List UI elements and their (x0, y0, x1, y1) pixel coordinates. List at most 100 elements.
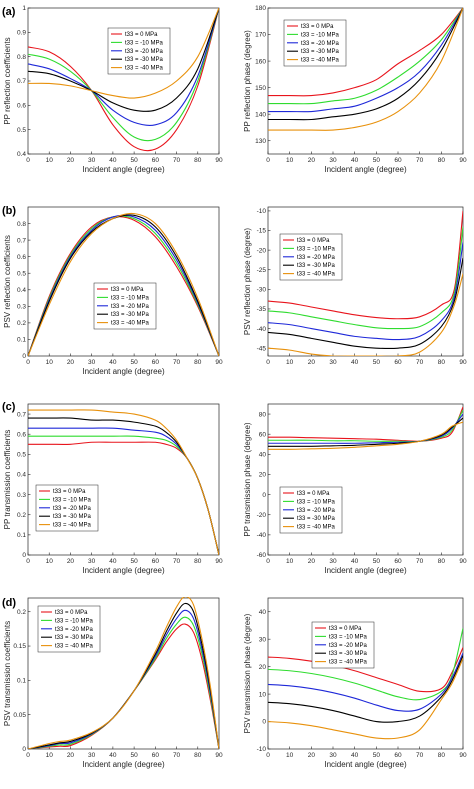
series-line-3 (28, 602, 219, 749)
y-tick-label: -40 (257, 326, 267, 333)
y-axis-label: PP reflection phase (degree) (243, 30, 252, 132)
x-tick-label: 30 (88, 752, 96, 759)
series-line-4 (28, 212, 219, 356)
panel-1: 0 10 20 30 40 50 60 70 80 90 130 140 150 160 170 180 Inc… (243, 5, 467, 174)
series-line-4 (28, 597, 219, 749)
legend: t33 = 0 MPa t33 = -10 MPa t33 = -20 MPa t33… (93, 282, 157, 330)
x-tick-label: 10 (286, 752, 294, 759)
x-tick-label: 40 (109, 157, 117, 164)
legend-entry: t33 = -20 MPa (329, 643, 368, 649)
x-tick-label: 40 (351, 157, 359, 164)
x-tick-label: 30 (88, 359, 96, 366)
x-tick-label: 90 (215, 558, 223, 565)
x-tick-label: 20 (308, 157, 316, 164)
x-tick-label: 50 (130, 558, 138, 565)
x-tick-label: 60 (152, 558, 160, 565)
legend-entry: t33 = -40 MPa (301, 58, 340, 64)
legend-entry: t33 = -20 MPa (301, 41, 340, 47)
x-tick-label: 30 (88, 157, 96, 164)
y-tick-label: 150 (255, 85, 266, 92)
series-line-0 (268, 7, 463, 97)
legend-entry: t33 = 0 MPa (297, 491, 330, 497)
x-tick-label: 50 (373, 558, 381, 565)
x-tick-label: 70 (173, 752, 181, 759)
x-axis-label: Incident angle (degree) (324, 566, 407, 575)
y-tick-label: -35 (257, 306, 267, 313)
legend-entry: t33 = -20 MPa (53, 506, 92, 512)
x-tick-label: 10 (286, 359, 294, 366)
x-tick-label: 0 (26, 157, 30, 164)
panel-7: 0 10 20 30 40 50 60 70 80 90-10010203040Incident … (243, 597, 467, 769)
y-tick-label: 170 (255, 32, 266, 39)
y-tick-label: 0.05 (13, 712, 26, 719)
x-tick-label: 80 (438, 558, 446, 565)
y-axis-label: PSV reflection coefficients (3, 235, 12, 328)
plot-frame (27, 403, 220, 556)
y-tick-label: 0.1 (17, 532, 26, 539)
legend-entry: t33 = -40 MPa (329, 660, 368, 666)
x-tick-label: 70 (173, 359, 181, 366)
y-tick-label: 0.4 (17, 151, 26, 158)
legend-entry: t33 = -40 MPa (111, 321, 150, 327)
y-tick-label: 130 (255, 138, 266, 145)
y-tick-label: 0.2 (17, 320, 26, 327)
row-label-d: (d) (2, 597, 16, 609)
y-tick-label: 0.6 (17, 254, 26, 261)
x-tick-label: 40 (351, 752, 359, 759)
x-axis-label: Incident angle (degree) (82, 165, 165, 174)
y-tick-label: -20 (257, 512, 267, 519)
x-tick-label: 80 (194, 359, 202, 366)
series-line-0 (28, 623, 219, 749)
series-line-0 (28, 215, 219, 356)
x-tick-label: 0 (266, 558, 270, 565)
legend-entry: t33 = -40 MPa (297, 525, 336, 531)
y-tick-label: -60 (257, 552, 267, 559)
series-line-2 (28, 609, 219, 749)
x-tick-label: 50 (373, 157, 381, 164)
y-tick-label: 0.2 (17, 512, 26, 519)
x-tick-label: 40 (351, 558, 359, 565)
x-tick-label: 70 (416, 752, 424, 759)
x-tick-label: 10 (46, 157, 54, 164)
series-line-2 (28, 7, 219, 126)
y-tick-label: 30 (259, 636, 267, 643)
x-tick-label: 40 (109, 558, 117, 565)
x-tick-label: 90 (459, 157, 467, 164)
x-tick-label: 90 (215, 157, 223, 164)
x-tick-label: 0 (26, 558, 30, 565)
legend-entry: t33 = -40 MPa (53, 523, 92, 529)
y-axis-label: PSV reflection phase (degree) (243, 228, 252, 336)
legend-entry: t33 = -30 MPa (297, 516, 336, 522)
x-tick-label: 60 (394, 157, 402, 164)
legend-entry: t33 = -40 MPa (125, 66, 164, 72)
x-tick-label: 50 (373, 752, 381, 759)
panel-6: 0 10 20 30 40 50 60 70 80 90 0 0.05 0.1 0.15 0.2 Incide… (3, 597, 223, 769)
y-tick-label: 0.7 (17, 411, 26, 418)
x-tick-label: 60 (394, 359, 402, 366)
legend-entry: t33 = 0 MPa (53, 489, 86, 495)
y-tick-label: -15 (257, 228, 267, 235)
series-line-0 (268, 210, 463, 320)
legend-entry: t33 = -30 MPa (125, 57, 164, 63)
y-axis-label: PP transmission phase (degree) (243, 422, 252, 536)
x-tick-label: 60 (152, 752, 160, 759)
y-axis-label: PSV transmission phase (degree) (243, 613, 252, 733)
series-line-3 (268, 655, 463, 723)
x-axis-label: Incident angle (degree) (82, 760, 165, 769)
x-axis-label: Incident angle (degree) (324, 165, 407, 174)
series-line-4 (268, 7, 463, 131)
legend-entry: t33 = -30 MPa (55, 635, 94, 641)
x-tick-label: 30 (329, 558, 337, 565)
series-line-2 (268, 7, 463, 113)
x-tick-label: 10 (286, 157, 294, 164)
x-tick-label: 30 (88, 558, 96, 565)
legend-entry: t33 = -20 MPa (55, 627, 94, 633)
x-tick-label: 20 (67, 157, 75, 164)
series-line-3 (268, 417, 463, 447)
x-tick-label: 70 (173, 157, 181, 164)
series-line-4 (268, 658, 463, 740)
x-tick-label: 0 (26, 359, 30, 366)
y-tick-label: 0.5 (17, 452, 26, 459)
series-line-4 (268, 273, 463, 356)
